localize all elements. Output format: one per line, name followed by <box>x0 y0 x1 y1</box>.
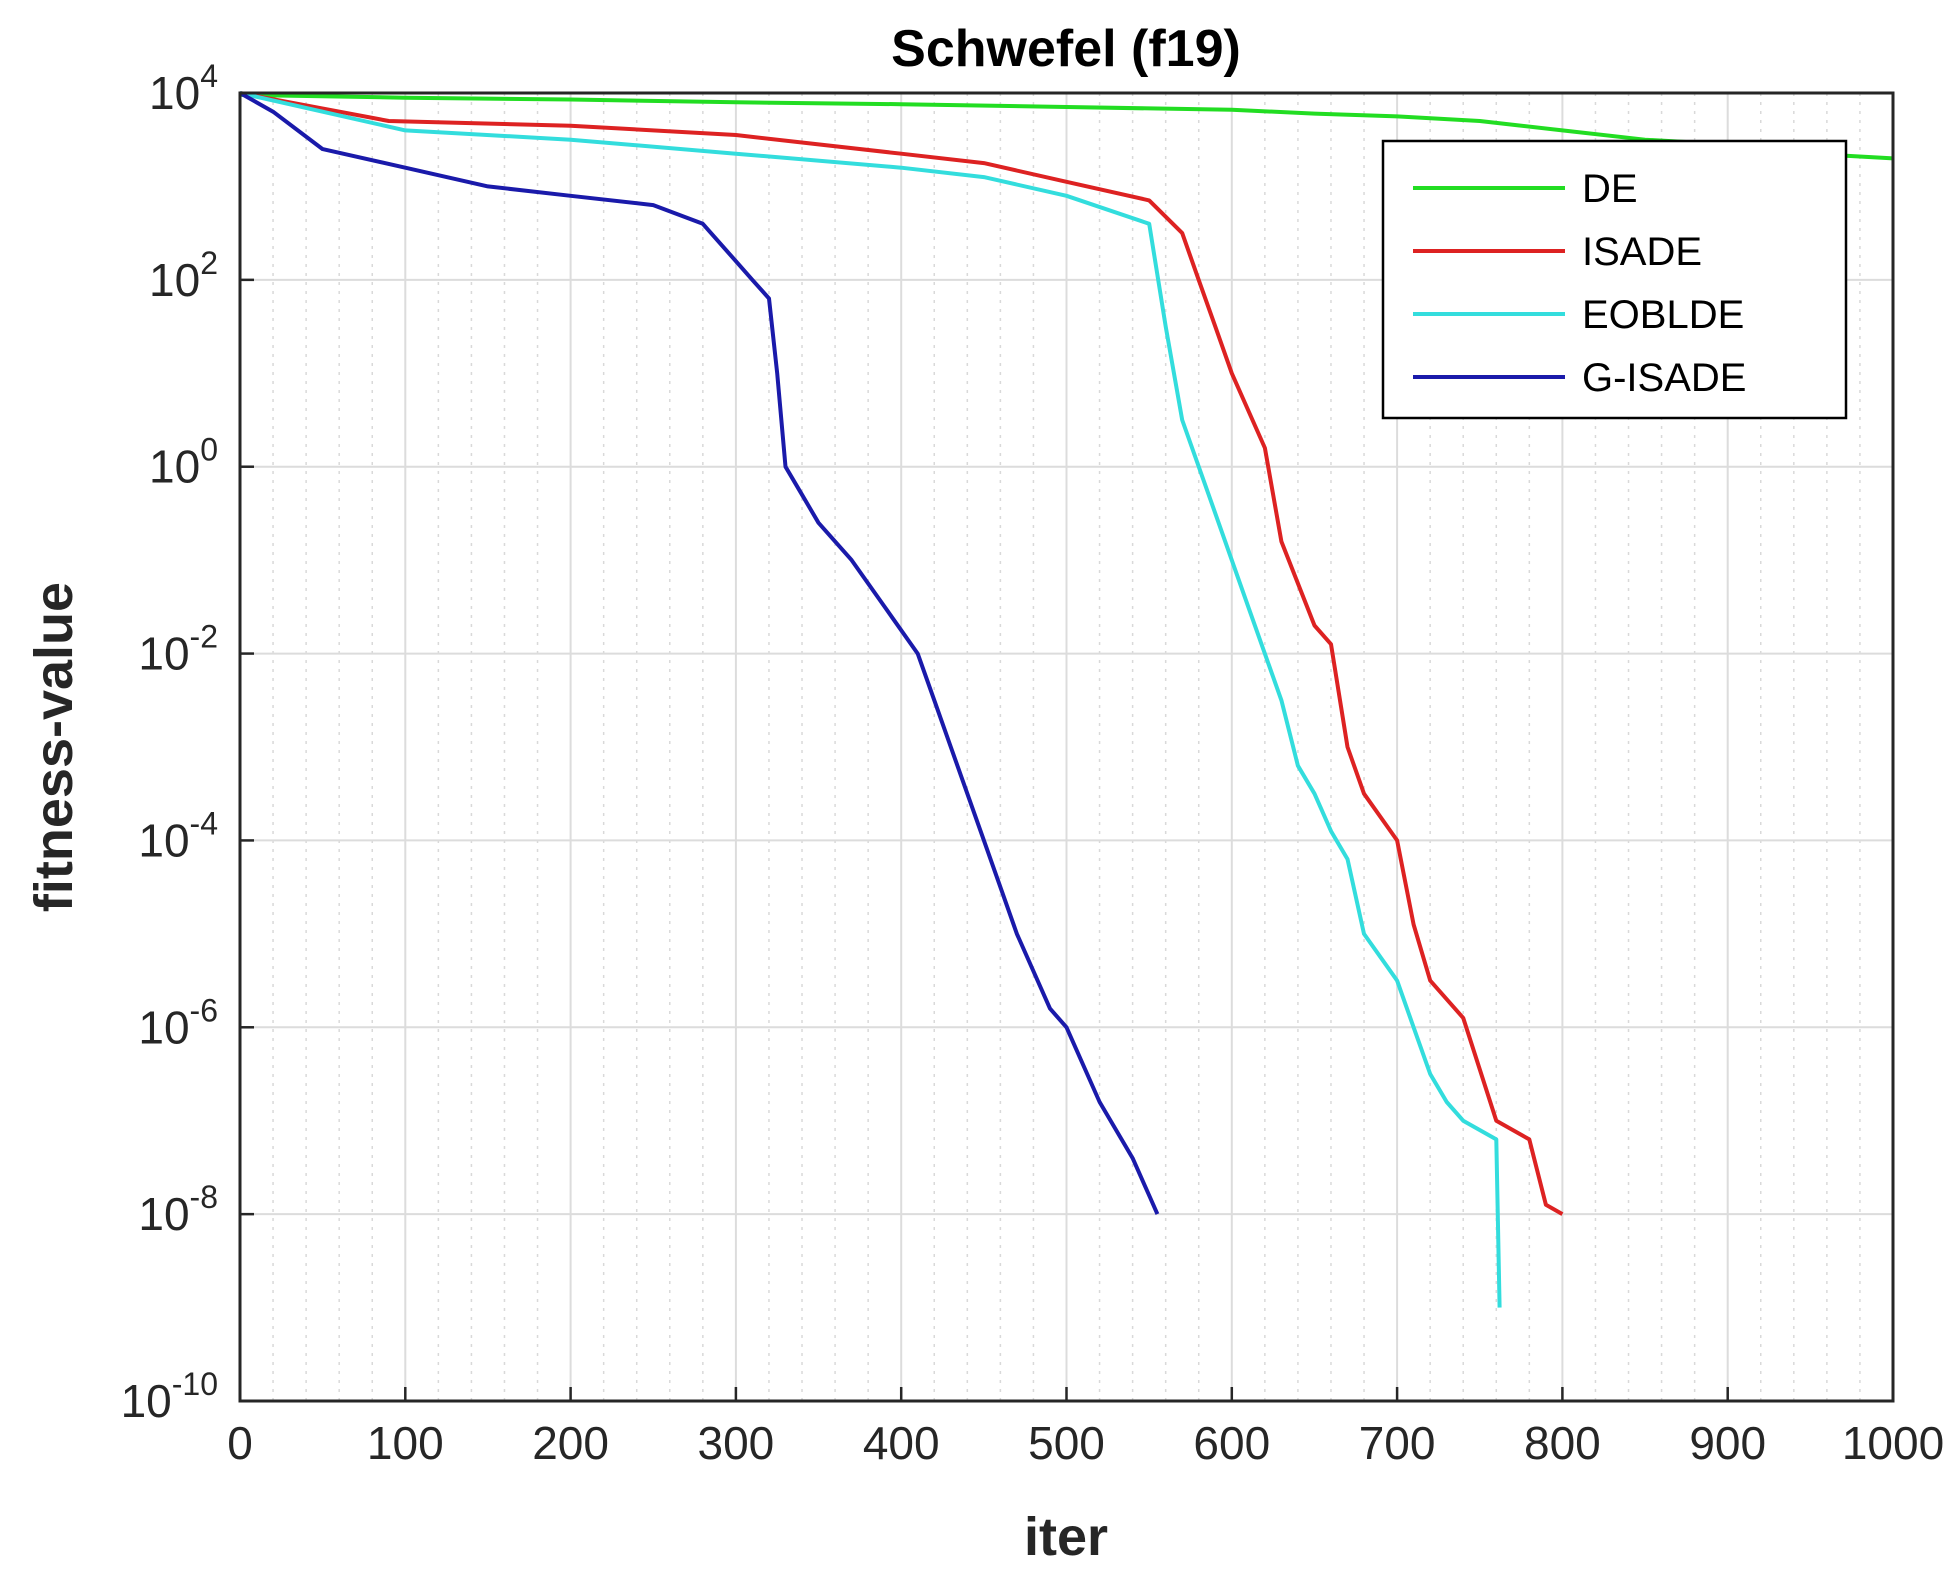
y-axis-label: fitness-value <box>24 582 84 912</box>
series-line-isade <box>239 91 1564 1216</box>
x-tick-label: 1000 <box>1842 1417 1944 1469</box>
x-tick-label: 600 <box>1193 1417 1270 1469</box>
grid-lines <box>239 92 1894 1402</box>
y-tick-label: 10-2 <box>138 619 218 680</box>
x-axis-label: iter <box>1024 1507 1108 1567</box>
x-tick-label: 100 <box>367 1417 444 1469</box>
y-tick-label: 100 <box>149 432 218 493</box>
series-line-g-isade <box>239 91 1160 1215</box>
x-tick-label: 300 <box>698 1417 775 1469</box>
x-tick-label: 200 <box>532 1417 609 1469</box>
series-lines <box>239 91 1894 1308</box>
x-tick-label: 0 <box>227 1417 253 1469</box>
x-tick-label: 400 <box>863 1417 940 1469</box>
y-tick-label: 10-8 <box>138 1179 218 1240</box>
y-tick-label: 102 <box>149 245 218 306</box>
x-axis-ticks: 0 100 200 300 400 500 600 700 800 900 1000 <box>227 1387 1944 1469</box>
x-tick-label: 800 <box>1524 1417 1601 1469</box>
y-axis-ticks: 104 102 100 10-2 10-4 10-6 10-8 10-10 <box>121 58 254 1427</box>
legend-label-eoblde: EOBLDE <box>1582 293 1744 337</box>
legend-label-de: DE <box>1582 167 1638 211</box>
x-tick-label: 500 <box>1028 1417 1105 1469</box>
legend: DE ISADE EOBLDE G-ISADE <box>1381 139 1848 420</box>
legend-label-g-isade: G-ISADE <box>1582 356 1746 400</box>
y-tick-label: 10-10 <box>121 1366 218 1427</box>
series-line-eoblde <box>239 91 1502 1308</box>
x-tick-label: 900 <box>1689 1417 1766 1469</box>
y-tick-label: 10-6 <box>138 992 218 1053</box>
legend-label-isade: ISADE <box>1582 230 1702 274</box>
y-tick-label: 104 <box>149 58 218 119</box>
y-tick-label: 10-4 <box>138 805 218 866</box>
chart-title: Schwefel (f19) <box>891 20 1241 78</box>
x-tick-label: 700 <box>1359 1417 1436 1469</box>
